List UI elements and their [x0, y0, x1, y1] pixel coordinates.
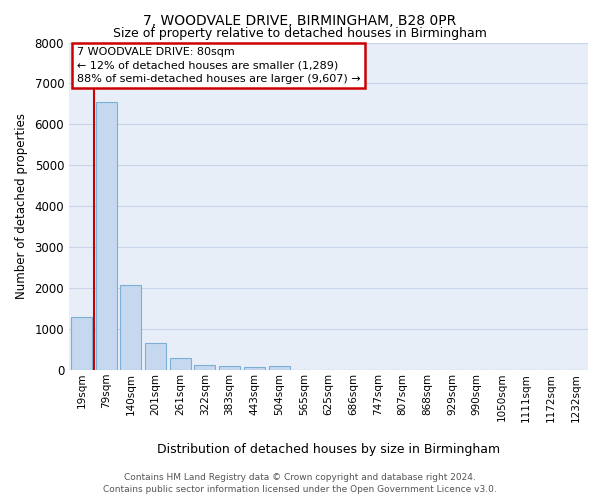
Bar	[194, 364, 215, 370]
Y-axis label: Number of detached properties: Number of detached properties	[14, 114, 28, 299]
Bar	[145, 344, 166, 370]
Bar	[219, 366, 240, 370]
Text: Contains public sector information licensed under the Open Government Licence v3: Contains public sector information licen…	[103, 485, 497, 494]
Bar	[244, 366, 265, 370]
Text: Contains HM Land Registry data © Crown copyright and database right 2024.: Contains HM Land Registry data © Crown c…	[124, 472, 476, 482]
Bar	[95, 102, 116, 370]
Text: Distribution of detached houses by size in Birmingham: Distribution of detached houses by size …	[157, 442, 500, 456]
Text: Size of property relative to detached houses in Birmingham: Size of property relative to detached ho…	[113, 28, 487, 40]
Text: 7 WOODVALE DRIVE: 80sqm
← 12% of detached houses are smaller (1,289)
88% of semi: 7 WOODVALE DRIVE: 80sqm ← 12% of detache…	[77, 48, 361, 84]
Text: 7, WOODVALE DRIVE, BIRMINGHAM, B28 0PR: 7, WOODVALE DRIVE, BIRMINGHAM, B28 0PR	[143, 14, 457, 28]
Bar	[120, 285, 141, 370]
Bar	[170, 358, 191, 370]
Bar	[71, 317, 92, 370]
Bar	[269, 366, 290, 370]
